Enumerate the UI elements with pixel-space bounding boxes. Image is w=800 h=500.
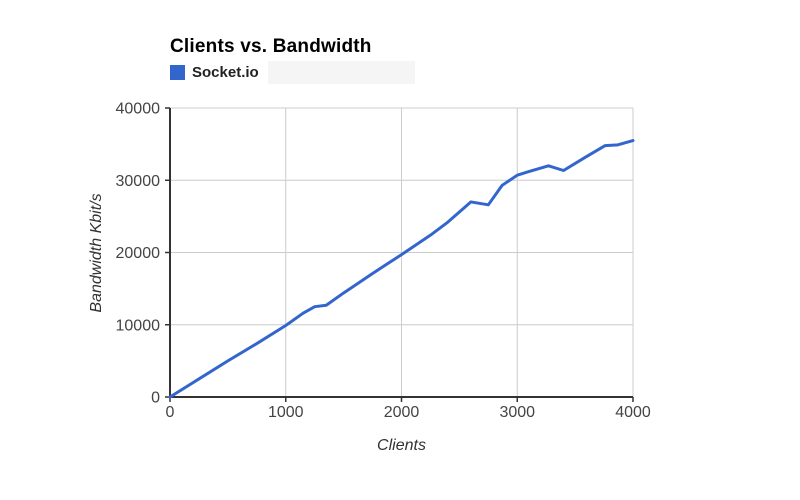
chart-title: Clients vs. Bandwidth — [170, 36, 372, 57]
x-axis-title: Clients — [377, 437, 426, 454]
x-tick-label-4000: 4000 — [615, 404, 651, 421]
gridlines — [170, 107, 634, 397]
series-lines — [168, 139, 635, 399]
x-tick-label-2000: 2000 — [384, 404, 420, 421]
tick-labels: 0 10000 20000 30000 40000 0 1000 2000 3000 4000 — [116, 101, 651, 421]
legend-blank-area — [268, 61, 415, 84]
y-tick-label-30000: 30000 — [116, 173, 161, 190]
y-tick-label-10000: 10000 — [116, 317, 161, 334]
x-tick-label-3000: 3000 — [499, 404, 535, 421]
x-tick-label-0: 0 — [166, 404, 175, 421]
y-tick-label-0: 0 — [151, 390, 160, 407]
legend-swatch-socketio — [170, 65, 185, 80]
series-line-socket-io[interactable] — [168, 139, 635, 399]
y-tick-label-40000: 40000 — [116, 101, 161, 118]
legend: Socket.io — [170, 61, 259, 84]
legend-label-socketio: Socket.io — [192, 64, 259, 81]
x-tick-label-1000: 1000 — [268, 404, 304, 421]
y-tick-label-20000: 20000 — [116, 245, 161, 262]
